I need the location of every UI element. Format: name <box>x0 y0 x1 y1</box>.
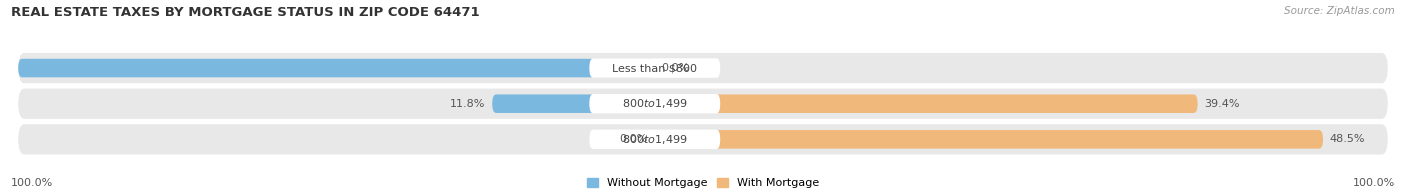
Legend: Without Mortgage, With Mortgage: Without Mortgage, With Mortgage <box>588 178 818 189</box>
FancyBboxPatch shape <box>18 89 1388 119</box>
FancyBboxPatch shape <box>18 124 1388 154</box>
Text: 0.0%: 0.0% <box>662 63 690 73</box>
Text: $800 to $1,499: $800 to $1,499 <box>621 97 688 110</box>
FancyBboxPatch shape <box>655 130 1323 149</box>
FancyBboxPatch shape <box>589 130 720 149</box>
Text: 11.8%: 11.8% <box>450 99 485 109</box>
FancyBboxPatch shape <box>589 94 720 113</box>
Text: $800 to $1,499: $800 to $1,499 <box>621 133 688 146</box>
FancyBboxPatch shape <box>655 94 1198 113</box>
Text: Source: ZipAtlas.com: Source: ZipAtlas.com <box>1284 6 1395 16</box>
Text: 0.0%: 0.0% <box>620 134 648 144</box>
Text: 100.0%: 100.0% <box>11 178 53 188</box>
Text: 48.5%: 48.5% <box>1330 134 1365 144</box>
Text: REAL ESTATE TAXES BY MORTGAGE STATUS IN ZIP CODE 64471: REAL ESTATE TAXES BY MORTGAGE STATUS IN … <box>11 6 479 19</box>
FancyBboxPatch shape <box>18 59 655 77</box>
Text: Less than $800: Less than $800 <box>612 63 697 73</box>
Text: 100.0%: 100.0% <box>1353 178 1395 188</box>
Text: 39.4%: 39.4% <box>1205 99 1240 109</box>
FancyBboxPatch shape <box>18 53 1388 83</box>
FancyBboxPatch shape <box>589 58 720 78</box>
FancyBboxPatch shape <box>492 94 655 113</box>
